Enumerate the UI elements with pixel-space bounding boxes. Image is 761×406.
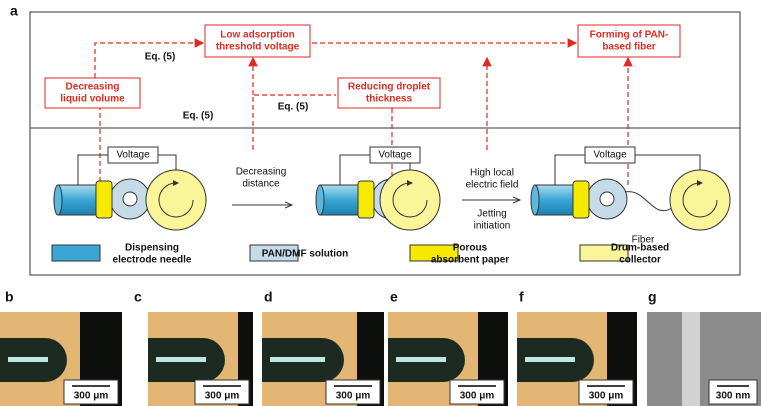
legend-label: electrode needle xyxy=(113,255,192,266)
flow-box-text: Reducing droplet xyxy=(348,82,431,93)
legend-label: Drum-based xyxy=(611,243,669,254)
flow-box-text: Forming of PAN- xyxy=(590,30,669,41)
panel-label: e xyxy=(390,289,398,305)
step-label: Jetting xyxy=(477,209,506,220)
legend-label: Dispensing xyxy=(125,243,179,254)
drum xyxy=(669,169,731,231)
equation-label: Eq. (5) xyxy=(278,102,309,113)
equation-label: Eq. (5) xyxy=(145,52,176,63)
legend-swatch xyxy=(249,244,299,262)
flow-box-text: based fiber xyxy=(602,42,655,53)
panel-a-frame xyxy=(29,11,741,276)
flow-box xyxy=(44,77,141,109)
needle-image xyxy=(156,357,206,362)
needle-end xyxy=(53,184,63,216)
legend-label: absorbent paper xyxy=(431,255,509,266)
drum xyxy=(145,169,207,231)
step-label: Decreasing xyxy=(236,167,287,178)
needle-end xyxy=(530,184,540,216)
needle xyxy=(57,184,101,216)
step-label: initiation xyxy=(474,221,511,232)
rotation xyxy=(392,180,428,218)
voltage-label: Voltage xyxy=(116,150,150,161)
legend-swatch xyxy=(579,244,629,262)
flow-box-text: Low adsorption xyxy=(220,30,294,41)
scale-label: 300 μm xyxy=(336,391,371,402)
flow-box xyxy=(204,24,311,58)
scale-label: 300 nm xyxy=(716,391,751,402)
paper xyxy=(357,180,375,219)
equation-label: Eq. (5) xyxy=(183,111,214,122)
scale-label: 300 μm xyxy=(589,391,624,402)
paper xyxy=(95,180,113,219)
legend-swatch xyxy=(51,244,101,262)
fiber-label: Fiber xyxy=(632,235,655,246)
needle-end xyxy=(315,184,325,216)
flow-box-text: thickness xyxy=(366,94,413,105)
paper xyxy=(572,180,590,219)
step-label: electric field xyxy=(466,180,519,191)
fiber xyxy=(624,191,673,211)
needle xyxy=(534,184,578,216)
scale-box xyxy=(578,379,634,405)
scale-box xyxy=(194,379,250,405)
voltage-box xyxy=(369,146,421,164)
scale-box xyxy=(708,379,758,405)
legend-label: Porous xyxy=(453,243,488,254)
panel-label: b xyxy=(5,289,14,305)
voltage-label: Voltage xyxy=(593,150,627,161)
panel-label: d xyxy=(264,289,273,305)
needle-image xyxy=(525,357,575,362)
legend-label: PAN/DMF solution xyxy=(262,249,348,260)
rotation xyxy=(158,180,194,218)
needle-image xyxy=(8,357,48,362)
dashed-arrow xyxy=(252,94,336,150)
step-label: distance xyxy=(242,179,280,190)
fiber-image xyxy=(682,312,700,406)
drum xyxy=(379,169,441,231)
scale-label: 300 μm xyxy=(460,391,495,402)
legend-swatch xyxy=(409,244,459,262)
panel-label: c xyxy=(134,289,142,305)
scale-label: 300 μm xyxy=(74,391,109,402)
needle xyxy=(319,184,363,216)
voltage-label: Voltage xyxy=(378,150,412,161)
step-label: High local xyxy=(470,168,514,179)
panel-label: g xyxy=(648,289,657,305)
scale-box xyxy=(449,379,505,405)
rotation xyxy=(682,180,718,218)
scale-box xyxy=(63,379,119,405)
voltage-box xyxy=(107,146,159,164)
legend-label: collector xyxy=(619,255,661,266)
flow-box-text: liquid volume xyxy=(60,94,125,105)
flow-box xyxy=(337,77,441,109)
needle-image xyxy=(396,357,446,362)
droplet-core xyxy=(122,191,138,207)
scale-box xyxy=(325,379,381,405)
needle-image xyxy=(270,357,325,362)
droplet-core xyxy=(599,191,615,207)
scale-label: 300 μm xyxy=(205,391,240,402)
flow-box xyxy=(577,24,681,58)
flow-box-text: Decreasing xyxy=(66,82,120,93)
panel-label: a xyxy=(10,3,18,19)
voltage-box xyxy=(584,146,636,164)
dashed-arrow xyxy=(94,38,205,78)
panel-label: f xyxy=(519,289,524,305)
flow-box-text: threshold voltage xyxy=(216,42,300,53)
